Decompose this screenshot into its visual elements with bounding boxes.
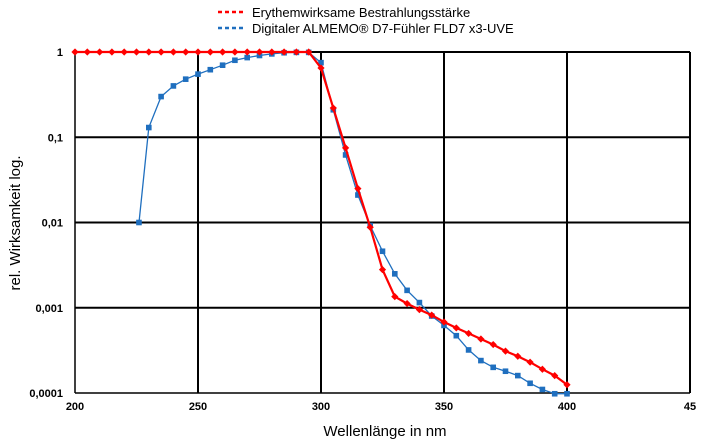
series-layer	[71, 48, 571, 397]
y-axis-title: rel. Wirksamkeit log.	[7, 155, 24, 290]
data-point	[136, 219, 142, 226]
data-point	[83, 48, 91, 56]
tick-labels: 200 250 300 350 400 45 1 0,1 0,01 0,001 0,0001	[29, 47, 696, 413]
data-point	[317, 64, 325, 72]
data-point	[132, 48, 141, 56]
data-point	[366, 223, 374, 231]
data-point	[478, 357, 484, 364]
data-point	[207, 66, 214, 73]
data-point	[415, 306, 423, 314]
data-point	[538, 365, 546, 373]
data-point	[182, 48, 190, 56]
data-point	[563, 381, 571, 389]
data-point	[206, 48, 214, 56]
legend: Erythemwirksame BestrahlungsstärkeDigita…	[218, 5, 514, 36]
data-point	[244, 54, 250, 61]
data-point	[146, 124, 152, 131]
y-tick-label: 0,0001	[29, 388, 63, 400]
data-point	[157, 48, 165, 56]
data-point	[305, 48, 313, 56]
data-point	[379, 248, 386, 255]
data-point	[465, 347, 472, 353]
data-point	[477, 335, 485, 343]
data-point	[404, 287, 410, 294]
data-point	[318, 59, 324, 66]
data-point	[96, 48, 104, 56]
data-point	[416, 299, 423, 306]
data-point	[255, 48, 264, 56]
data-point	[391, 293, 399, 301]
data-point	[219, 62, 226, 69]
data-point	[145, 48, 153, 56]
data-point	[232, 57, 238, 64]
data-point	[527, 380, 533, 387]
data-point	[515, 372, 521, 379]
y-tick-label: 0,01	[42, 218, 63, 230]
x-tick-label: 400	[558, 401, 576, 413]
data-point	[392, 271, 398, 277]
data-point	[355, 192, 361, 198]
x-tick-label: 300	[312, 401, 330, 413]
data-point	[170, 83, 177, 89]
data-point	[440, 318, 448, 326]
data-point	[526, 358, 534, 366]
data-point	[539, 386, 546, 393]
y-tick-label: 0,1	[48, 132, 63, 144]
data-point	[378, 266, 387, 274]
x-tick-label: 250	[189, 401, 207, 413]
data-point	[120, 48, 128, 56]
x-tick-label: 200	[66, 401, 84, 413]
data-point	[108, 48, 116, 56]
data-point	[551, 390, 558, 397]
data-point	[354, 184, 362, 193]
data-point	[280, 48, 288, 56]
data-point	[268, 48, 276, 56]
data-point	[219, 48, 227, 56]
data-point	[551, 371, 559, 380]
data-point	[452, 324, 460, 332]
data-point	[342, 152, 349, 158]
data-point	[292, 48, 300, 56]
data-point	[490, 364, 496, 371]
y-tick-label: 0,001	[35, 303, 63, 315]
data-point	[71, 48, 79, 56]
legend-label: Digitaler ALMEMO® D7-Fühler FLD7 x3-UVE	[252, 21, 514, 36]
data-point	[169, 48, 177, 56]
grid	[74, 51, 691, 394]
data-point	[465, 329, 473, 338]
data-point	[158, 93, 164, 100]
data-point	[514, 352, 522, 360]
data-point	[182, 76, 189, 82]
x-axis-title: Wellenlänge in nm	[323, 423, 446, 440]
data-point	[195, 71, 201, 77]
data-point	[564, 390, 570, 397]
legend-label: Erythemwirksame Bestrahlungsstärke	[252, 5, 470, 20]
x-tick-label: 45	[684, 401, 696, 413]
data-point	[231, 48, 239, 56]
data-point	[194, 48, 202, 56]
data-point	[502, 368, 509, 375]
data-point	[243, 48, 251, 56]
y-tick-label: 1	[57, 47, 63, 59]
data-point	[329, 104, 337, 112]
data-point	[403, 299, 411, 308]
series-erythem	[71, 48, 571, 389]
data-point	[501, 347, 510, 355]
data-point	[489, 340, 497, 349]
x-tick-label: 350	[435, 401, 453, 413]
data-point	[453, 332, 460, 339]
data-point	[428, 311, 436, 319]
data-point	[342, 144, 350, 152]
